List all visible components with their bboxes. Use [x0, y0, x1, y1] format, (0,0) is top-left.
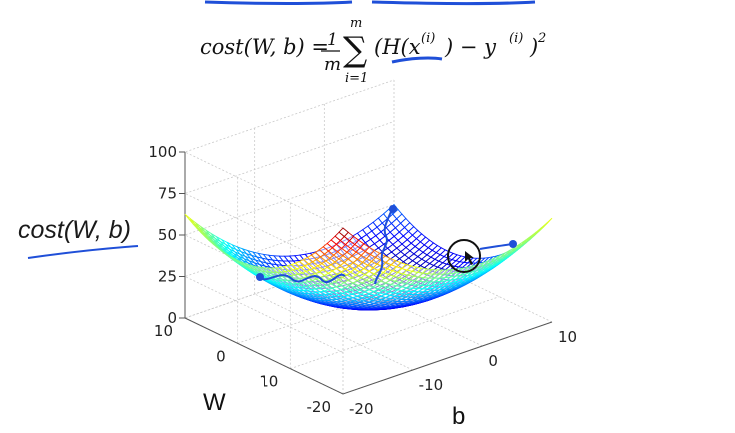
formula-body: (H(x — [374, 35, 421, 59]
formula-sup-i2: (i) — [509, 31, 523, 46]
floor-line-b-1 — [254, 293, 413, 371]
descent-path-1 — [374, 208, 393, 285]
floor-line-w-1 — [290, 296, 500, 370]
formula-sup-i1: (i) — [421, 31, 435, 46]
surface-cell-0-0 — [338, 227, 349, 238]
formula-frac-den: m — [324, 54, 341, 75]
formula-sum-top: m — [350, 16, 362, 31]
b-tick-3: 10 — [558, 328, 577, 346]
descent-start-point-0 — [256, 273, 264, 281]
z-tick-2: 50 — [158, 226, 177, 244]
b-tick-1: -10 — [419, 376, 444, 394]
cost-axis-label: cost(W, b) — [18, 216, 131, 244]
grid-line-z-4 — [183, 79, 395, 229]
formula-lhs: cost(W, b) = — [200, 35, 329, 59]
floor-line-b-2 — [324, 269, 483, 347]
b-axis-label: b — [452, 403, 465, 430]
formula-sum-bottom: i=1 — [345, 71, 368, 86]
z-tick-0: 0 — [167, 309, 177, 327]
descent-paths — [256, 205, 517, 285]
formula-close: ) — [529, 35, 538, 59]
sigma-icon: ∑ — [343, 30, 367, 70]
pointer-icon — [465, 251, 474, 265]
w-tick-0: -20 — [307, 398, 332, 416]
b-label-backdrop — [424, 398, 498, 433]
floor-line-b-3 — [393, 245, 553, 323]
pen-underline-x — [391, 56, 443, 64]
w-tick-3: 10 — [154, 322, 173, 340]
descent-start-point-1 — [389, 205, 397, 213]
label-backdrop — [74, 190, 154, 272]
b-tick-2: 0 — [488, 352, 498, 370]
z-tick-3: 75 — [158, 185, 177, 203]
w-axis-label: W — [203, 389, 226, 416]
b-tick-0: -20 — [349, 400, 374, 418]
w-tick-2: 0 — [216, 347, 226, 365]
z-tick-1: 25 — [158, 268, 177, 286]
cost-surface — [184, 203, 553, 311]
formula-sup-2: 2 — [537, 31, 546, 46]
formula-mid: ) − y — [444, 35, 497, 59]
pen-underline-cost — [27, 245, 139, 259]
cost-annotation: cost(W, b) — [18, 190, 154, 272]
formula-frac-num: 1 — [327, 30, 338, 50]
front-axes — [184, 317, 553, 395]
cursor-highlight — [447, 239, 481, 273]
descent-path-0 — [257, 273, 346, 283]
cursor-ring — [447, 239, 481, 273]
top-pen-strokes — [204, 0, 536, 5]
descent-start-point-2 — [509, 240, 517, 248]
descent-path-2 — [479, 243, 513, 250]
z-tick-4: 100 — [148, 143, 177, 161]
cost-formula: cost(W, b) = 1 m m ∑ i=1 (H(x (i) ) − y … — [200, 16, 546, 86]
w-label-backdrop — [192, 378, 264, 433]
